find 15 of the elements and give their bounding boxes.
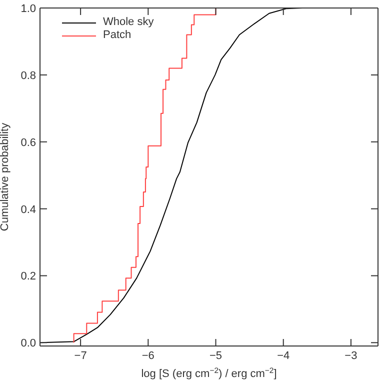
x-tick-label: −5 [209, 350, 222, 362]
y-tick-label: 0.0 [20, 338, 36, 350]
legend-label: Whole sky [103, 16, 154, 29]
legend-label: Patch [103, 29, 132, 42]
y-tick-label: 1.0 [20, 3, 36, 15]
x-tick-label: −7 [74, 350, 87, 362]
y-tick-label: 0.4 [20, 204, 36, 216]
x-tick-label: −3 [344, 350, 358, 362]
x-tick-label: −4 [277, 350, 290, 362]
y-tick-label: 0.8 [20, 70, 36, 82]
x-axis-title: log [S (erg cm$^{−2}$) / erg cm$^{−2}$] [141, 366, 277, 380]
x-tick-label: −6 [142, 350, 154, 362]
y-axis-title: Cumulative probability [0, 122, 11, 232]
y-tick-label: 0.2 [20, 270, 36, 283]
y-tick-label: 0.6 [20, 136, 36, 149]
